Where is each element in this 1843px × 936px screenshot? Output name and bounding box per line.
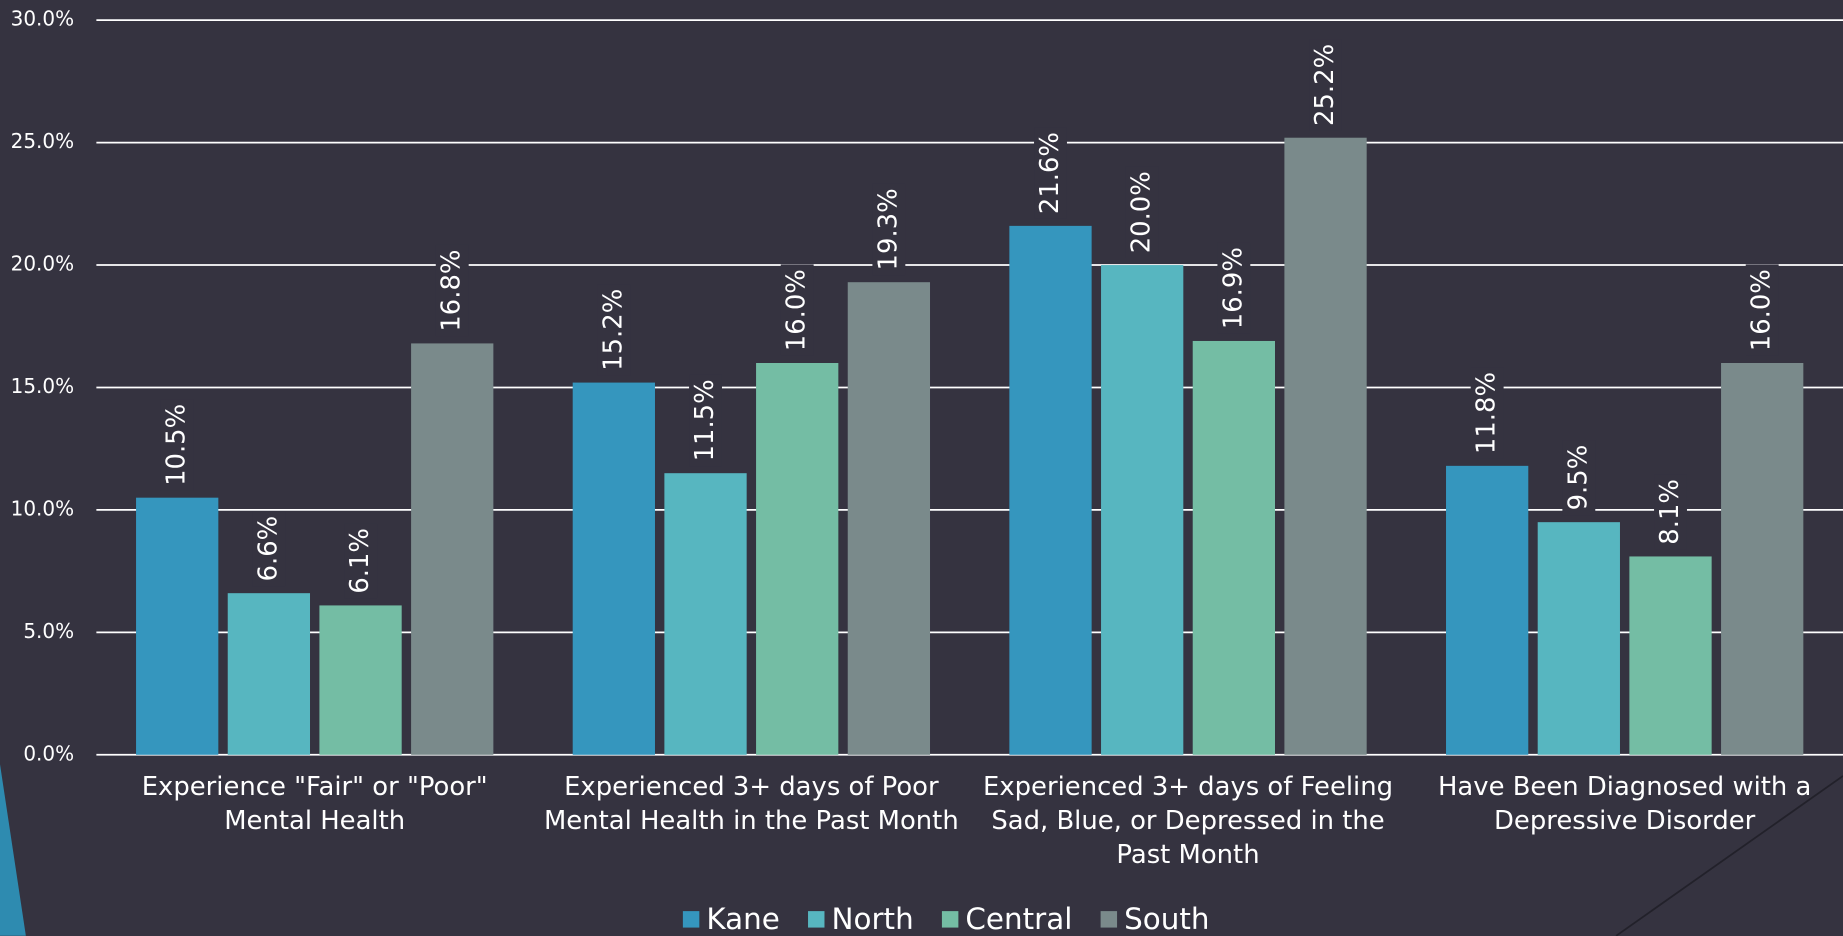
bar [136,497,219,755]
data-label-bg [872,183,906,276]
data-label: 19.3% [873,188,903,270]
data-label: 10.5% [162,404,192,486]
legend-item: North [808,902,914,936]
data-label: 15.2% [598,289,628,371]
data-label-group: 25.2% [1309,39,1342,131]
data-label-group: 20.0% [1125,166,1159,258]
y-tick-label: 0.0% [23,741,74,765]
legend-item: Central [941,902,1072,936]
bar [319,605,402,755]
bar [847,282,931,755]
y-tick-label: 10.0% [11,496,74,520]
data-label-bg [689,374,722,467]
data-label-group: 9.5% [1562,440,1596,516]
data-label: 16.8% [437,250,467,332]
bar [1192,340,1275,755]
data-label-group: 16.8% [435,244,469,337]
data-label-bg [1562,440,1596,516]
bar [1101,265,1184,755]
bar [1721,362,1804,755]
x-tick-label-box: Have Been Diagnosed with a Depressive Di… [1437,772,1812,836]
legend-label: South [1124,902,1209,936]
x-tick-label-box: Experienced 3+ days of Poor Mental Healt… [543,772,959,836]
data-label-group: 8.1% [1654,474,1687,550]
bar [1537,522,1620,755]
data-label: 9.5% [1563,445,1593,511]
legend-item: South [1100,902,1209,936]
y-tick-label: 25.0% [11,129,74,153]
data-label-bg [252,511,286,587]
legend-swatch [941,911,959,928]
decoration [1615,775,1843,936]
data-label-group: 11.8% [1470,367,1504,459]
bar [227,593,311,755]
data-label-group: 11.5% [689,374,722,467]
legend-swatch [808,911,825,928]
data-label-bg [1470,367,1504,459]
bar [1009,225,1092,755]
data-label: 11.5% [690,379,720,461]
data-label: 16.0% [782,269,812,351]
data-label-group: 19.3% [872,183,906,276]
data-label-group: 16.9% [1217,242,1251,334]
data-label-bg [1654,474,1687,550]
data-label: 11.8% [1472,372,1502,454]
data-label: 20.0% [1127,171,1157,253]
legend-swatch [682,911,700,928]
legend-item: Kane [682,902,780,936]
x-tick-label: Experienced 3+ days of Poor Mental Healt… [543,772,959,836]
y-tick-label: 20.0% [11,252,74,276]
decoration [0,764,26,936]
data-label-bg [780,264,814,356]
data-label-group: 15.2% [597,284,631,376]
data-label-bg [344,523,378,599]
data-label: 6.1% [345,528,375,594]
data-label-bg [160,399,194,491]
data-label-group: 6.1% [344,523,378,599]
legend-label: North [832,902,914,936]
data-label: 6.6% [253,516,283,582]
data-label: 16.9% [1218,247,1248,329]
y-tick-label: 5.0% [23,619,74,643]
data-label: 16.0% [1747,269,1777,351]
x-tick-label-box: Experienced 3+ days of Feeling Sad, Blue… [983,772,1394,870]
x-tick-label: Have Been Diagnosed with a Depressive Di… [1437,772,1812,836]
data-label-group: 16.0% [1745,264,1779,356]
bar [756,362,839,755]
data-label-bg [1745,264,1779,356]
bar [1284,137,1367,755]
data-label: 25.2% [1310,44,1340,126]
bar [1446,465,1529,755]
legend-label: Central [965,902,1072,936]
y-tick-label: 15.0% [11,374,74,398]
data-label-bg [1125,166,1159,258]
x-tick-label: Experienced 3+ days of Feeling Sad, Blue… [983,772,1394,870]
data-label-bg [1034,127,1067,219]
data-label-group: 21.6% [1034,127,1067,219]
bar [411,343,494,755]
legend-label: Kane [706,902,779,936]
bar [664,473,747,755]
data-label: 21.6% [1035,132,1065,214]
x-tick-label-box: Experience "Fair" or "Poor" Mental Healt… [141,772,488,836]
data-label-group: 16.0% [780,264,814,356]
data-label-bg [597,284,631,376]
bar [572,382,655,755]
data-label-bg [1309,39,1342,131]
x-tick-label: Experience "Fair" or "Poor" Mental Healt… [141,772,488,836]
data-label-bg [1217,242,1251,334]
data-label-bg [435,244,469,337]
data-label: 8.1% [1655,479,1685,545]
legend-swatch [1100,911,1118,928]
data-label-group: 10.5% [160,399,194,491]
data-label-group: 6.6% [252,511,286,587]
bar [1629,556,1712,755]
y-tick-label: 30.0% [11,7,74,31]
